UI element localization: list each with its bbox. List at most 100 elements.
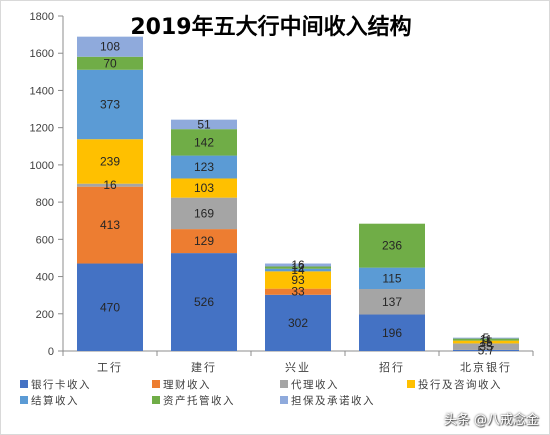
- y-tick-label: 1400: [30, 85, 54, 97]
- bar-segment: [453, 349, 519, 351]
- legend-label: 代理收入: [291, 378, 339, 391]
- data-label: 108: [100, 40, 120, 54]
- legend-swatch: [152, 396, 160, 404]
- data-label: 196: [382, 326, 402, 340]
- data-label: 15: [479, 335, 493, 349]
- data-label: 35: [479, 340, 493, 354]
- data-label: 16: [291, 258, 305, 272]
- watermark-text: 头条 @八戒念金: [443, 413, 539, 428]
- bar-segment: [453, 343, 519, 350]
- legend-label: 担保及承诺收入: [291, 394, 375, 407]
- data-label: 33: [291, 285, 305, 299]
- x-category-label: 建行: [191, 360, 217, 374]
- bar-segment: [77, 186, 143, 264]
- data-label: 526: [194, 295, 214, 309]
- data-label: 236: [382, 239, 402, 253]
- legend-swatch: [407, 380, 415, 388]
- bar-segment: [171, 155, 237, 179]
- bar-segment: [77, 183, 143, 187]
- data-label: 373: [100, 97, 120, 111]
- bar-segment: [359, 223, 425, 268]
- legend-label: 结算收入: [31, 394, 79, 407]
- legend-item: 担保及承诺收入: [280, 394, 375, 407]
- data-label: 129: [194, 234, 214, 248]
- data-label: 302: [288, 316, 308, 330]
- y-tick-label: 1800: [30, 11, 54, 23]
- axes-layer: 0 200 400 600 800 1000 1200 1400 1600 1800 工行 建行 兴业 招…: [30, 11, 534, 374]
- data-label: 239: [100, 154, 120, 168]
- data-label: 115: [382, 271, 401, 285]
- data-label: 470: [100, 300, 120, 314]
- data-label: 11: [480, 333, 493, 347]
- data-label: 16: [103, 178, 117, 192]
- legend-item: 代理收入: [280, 378, 339, 391]
- data-label: 14: [291, 263, 305, 277]
- bar-segment: [77, 69, 143, 140]
- bar-segment: [77, 36, 143, 57]
- bar-segment: [265, 268, 331, 272]
- bar-segment: [453, 340, 519, 344]
- legend-label: 投行及咨询收入: [418, 378, 502, 391]
- data-label: 5: [483, 331, 490, 345]
- bar-segment: [171, 229, 237, 254]
- x-category-label: 工行: [97, 361, 123, 374]
- legend-item: 投行及咨询收入: [407, 378, 502, 391]
- y-tick-label: 1600: [30, 48, 54, 60]
- legend-swatch: [152, 380, 160, 388]
- bar-segment: [77, 56, 143, 70]
- data-label: 70: [103, 56, 117, 70]
- legend-label: 理财收入: [163, 378, 211, 391]
- bar-segment: [171, 178, 237, 198]
- legend-swatch: [280, 396, 288, 404]
- bars-layer: [77, 36, 519, 351]
- legend-item: 理财收入: [152, 378, 211, 391]
- bar-segment: [171, 197, 237, 230]
- legend-swatch: [280, 380, 288, 388]
- data-label: 12: [291, 261, 305, 275]
- data-label: 103: [194, 181, 214, 195]
- bar-segment: [359, 289, 425, 315]
- legend-swatch: [20, 396, 28, 404]
- bar-segment: [77, 139, 143, 184]
- legend-label: 资产托管收入: [163, 394, 235, 407]
- legend-swatch: [20, 380, 28, 388]
- chart-title: 2019年五大行中间收入结构: [130, 14, 411, 40]
- bar-segment: [265, 263, 331, 267]
- legend-item: 资产托管收入: [152, 394, 235, 407]
- bar-segment: [171, 253, 237, 351]
- bar-segment: [265, 288, 331, 295]
- y-tick-label: 800: [36, 197, 54, 209]
- bar-segment: [171, 119, 237, 130]
- y-tick-label: 1000: [30, 160, 54, 172]
- y-tick-label: 400: [36, 272, 54, 284]
- bar-segment: [359, 267, 425, 290]
- bar-segment: [265, 294, 331, 351]
- y-tick-label: 600: [36, 234, 54, 246]
- bar-segment: [453, 338, 519, 341]
- data-label: 169: [194, 206, 214, 220]
- data-label: 142: [194, 135, 214, 149]
- data-label: 413: [100, 218, 120, 232]
- legend-item: 银行卡收入: [20, 378, 91, 391]
- legend-label: 银行卡收入: [31, 378, 91, 391]
- bar-segment: [265, 266, 331, 269]
- y-tick-label: 1200: [30, 123, 54, 135]
- x-category-label: 兴业: [285, 361, 311, 374]
- bar-segment: [453, 337, 519, 339]
- data-labels-layer: 470 413 16 239 373 70 108 526 129 169 103 123 142 51 3…: [100, 40, 495, 358]
- data-label: 93: [291, 273, 305, 287]
- x-category-label: 北京银行: [460, 360, 512, 374]
- legend-item: 结算收入: [20, 394, 79, 407]
- x-category-label: 招行: [379, 360, 405, 374]
- bar-segment: [77, 263, 143, 351]
- y-tick-label: 0: [48, 346, 54, 358]
- data-label: 123: [194, 160, 214, 174]
- bar-segment: [359, 314, 425, 351]
- y-tick-label: 200: [36, 309, 54, 321]
- bar-segment: [265, 271, 331, 289]
- bar-segment: [171, 129, 237, 156]
- data-label: 51: [197, 117, 211, 131]
